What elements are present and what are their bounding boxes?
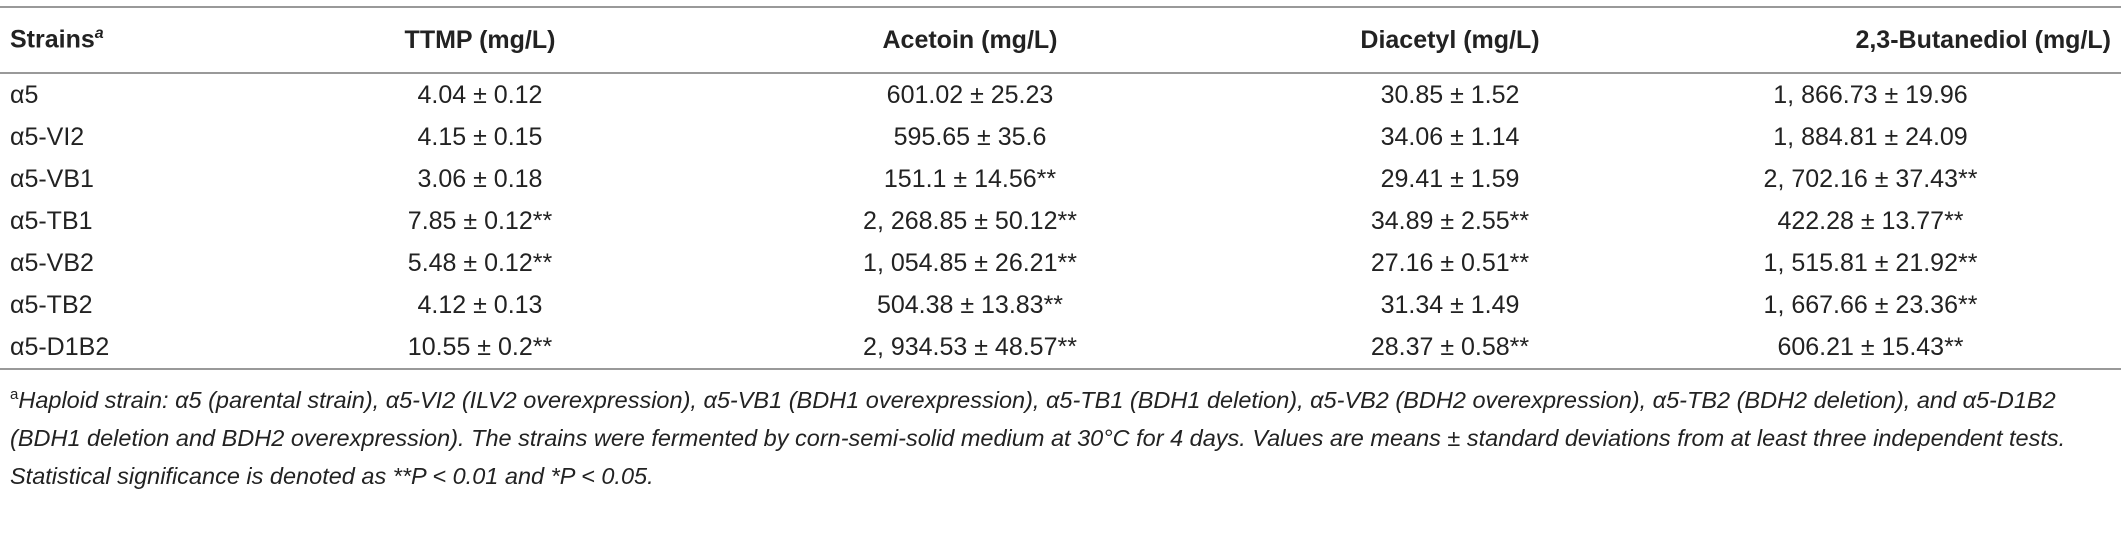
value-cell: 601.02 ± 25.23 bbox=[886, 80, 1054, 109]
column-header: Acetoin (mg/L) bbox=[660, 7, 1280, 73]
value-cell: 2, 702.16 ± 37.43** bbox=[1763, 164, 1978, 193]
value-cell: 27.16 ± 0.51** bbox=[1370, 248, 1530, 277]
value-cell: 2, 934.53 ± 48.57** bbox=[863, 332, 1077, 361]
value-cell: 34.89 ± 2.55** bbox=[1370, 206, 1530, 235]
strain-cell: α5-TB2 bbox=[10, 290, 93, 319]
value-cell: 1, 866.73 ± 19.96 bbox=[1773, 80, 1968, 109]
value-cell: 3.06 ± 0.18 bbox=[417, 164, 543, 193]
value-cell: 28.37 ± 0.58** bbox=[1370, 332, 1530, 361]
value-cell: 1, 884.81 ± 24.09 bbox=[1773, 122, 1968, 151]
strain-cell: α5 bbox=[10, 80, 39, 109]
footnote-text: Haploid strain: α5 (parental strain), α5… bbox=[10, 386, 2066, 489]
value-cell: 1, 515.81 ± 21.92** bbox=[1763, 248, 1978, 277]
value-cell: 1, 667.66 ± 23.36** bbox=[1763, 290, 1978, 319]
value-cell: 1, 054.85 ± 26.21** bbox=[863, 248, 1077, 277]
table-row: α5-VI2 4.15 ± 0.15 595.65 ± 35.6 34.06 ± 1.… bbox=[0, 116, 2121, 158]
strain-cell: α5-VB2 bbox=[10, 248, 94, 277]
table-row: α5-TB2 4.12 ± 0.13 504.38 ± 13.83** 31.34 ±… bbox=[0, 284, 2121, 326]
value-cell: 595.65 ± 35.6 bbox=[893, 122, 1047, 151]
header-row: Strainsa TTMP (mg/L) Acetoin (mg/L) Diacety… bbox=[0, 7, 2121, 73]
strain-cell: α5-VI2 bbox=[10, 122, 85, 151]
column-header: Strainsa bbox=[0, 7, 300, 73]
strain-cell: α5-TB1 bbox=[10, 206, 93, 235]
value-cell: 504.38 ± 13.83** bbox=[876, 290, 1064, 319]
column-header-text: TTMP (mg/L) bbox=[404, 25, 556, 54]
value-cell: 606.21 ± 15.43** bbox=[1777, 332, 1964, 361]
value-cell: 10.55 ± 0.2** bbox=[407, 332, 553, 361]
table-row: α5-TB1 7.85 ± 0.12** 2, 268.85 ± 50.12** 34… bbox=[0, 200, 2121, 242]
value-cell: 34.06 ± 1.14 bbox=[1380, 122, 1520, 151]
table: Strainsa TTMP (mg/L) Acetoin (mg/L) Diacety… bbox=[0, 6, 2121, 370]
column-header-text: Acetoin (mg/L) bbox=[882, 25, 1058, 54]
strain-cell: α5-VB1 bbox=[10, 164, 94, 193]
value-cell: 422.28 ± 13.77** bbox=[1777, 206, 1964, 235]
table-row: α5-VB2 5.48 ± 0.12** 1, 054.85 ± 26.21** 27… bbox=[0, 242, 2121, 284]
value-cell: 4.04 ± 0.12 bbox=[417, 80, 543, 109]
column-header-text: Strains bbox=[10, 25, 95, 54]
table-wrap: Strainsa TTMP (mg/L) Acetoin (mg/L) Diacety… bbox=[0, 6, 2121, 495]
value-cell: 31.34 ± 1.49 bbox=[1380, 290, 1520, 319]
value-cell: 29.41 ± 1.59 bbox=[1380, 164, 1520, 193]
column-header: 2,3-Butanediol (mg/L) bbox=[1620, 7, 2121, 73]
table-row: α5-D1B2 10.55 ± 0.2** 2, 934.53 ± 48.57** 2… bbox=[0, 326, 2121, 369]
footnote-mark: a bbox=[94, 25, 104, 43]
column-header-text: Diacetyl (mg/L) bbox=[1360, 25, 1540, 54]
value-cell: 151.1 ± 14.56** bbox=[883, 164, 1057, 193]
value-cell: 30.85 ± 1.52 bbox=[1380, 80, 1520, 109]
value-cell: 4.12 ± 0.13 bbox=[417, 290, 543, 319]
table-row: α5-VB1 3.06 ± 0.18 151.1 ± 14.56** 29.41 ± … bbox=[0, 158, 2121, 200]
value-cell: 2, 268.85 ± 50.12** bbox=[863, 206, 1077, 235]
footnote-mark: a bbox=[10, 386, 19, 403]
column-header: TTMP (mg/L) bbox=[300, 7, 660, 73]
value-cell: 4.15 ± 0.15 bbox=[417, 122, 543, 151]
table-body: α5 4.04 ± 0.12 601.02 ± 25.23 30.85 ± 1.52 1… bbox=[0, 73, 2121, 369]
strain-cell: α5-D1B2 bbox=[10, 332, 110, 361]
footnote: aHaploid strain: α5 (parental strain), α… bbox=[0, 370, 2121, 495]
value-cell: 5.48 ± 0.12** bbox=[407, 248, 553, 277]
column-header-text: 2,3-Butanediol (mg/L) bbox=[1855, 25, 2111, 54]
value-cell: 7.85 ± 0.12** bbox=[407, 206, 553, 235]
table-row: α5 4.04 ± 0.12 601.02 ± 25.23 30.85 ± 1.52 1… bbox=[0, 73, 2121, 116]
column-header: Diacetyl (mg/L) bbox=[1280, 7, 1620, 73]
